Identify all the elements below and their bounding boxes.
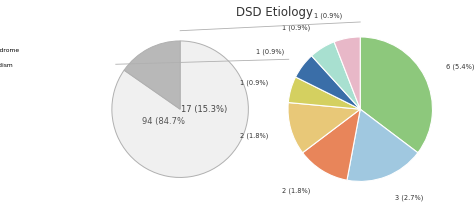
Wedge shape xyxy=(302,109,360,180)
Text: 2 (1.8%): 2 (1.8%) xyxy=(240,132,269,139)
Legend: Mixed gonadal dysgenesis, Unspecified 46,XY DSD, PAS, Ovotesticular DSD, Persist: Mixed gonadal dysgenesis, Unspecified 46… xyxy=(0,18,20,76)
Text: 94 (84.7%: 94 (84.7% xyxy=(142,117,184,126)
Text: 1 (0.9%): 1 (0.9%) xyxy=(256,49,284,55)
Text: 2 (1.8%): 2 (1.8%) xyxy=(282,187,310,194)
Wedge shape xyxy=(296,56,360,109)
Wedge shape xyxy=(334,37,360,109)
Wedge shape xyxy=(347,109,418,181)
Text: 1 (0.9%): 1 (0.9%) xyxy=(240,80,269,86)
Wedge shape xyxy=(360,37,432,153)
Wedge shape xyxy=(124,41,180,109)
Text: 1 (0.9%): 1 (0.9%) xyxy=(282,25,310,31)
Text: DSD Etiology: DSD Etiology xyxy=(237,6,313,19)
Wedge shape xyxy=(288,77,360,109)
Wedge shape xyxy=(112,41,248,177)
Text: 1 (0.9%): 1 (0.9%) xyxy=(314,12,343,19)
Wedge shape xyxy=(288,102,360,153)
Wedge shape xyxy=(311,42,360,109)
Text: 3 (2.7%): 3 (2.7%) xyxy=(395,195,423,201)
Text: 17 (15.3%): 17 (15.3%) xyxy=(181,105,227,114)
Text: 6 (5.4%): 6 (5.4%) xyxy=(446,63,474,70)
